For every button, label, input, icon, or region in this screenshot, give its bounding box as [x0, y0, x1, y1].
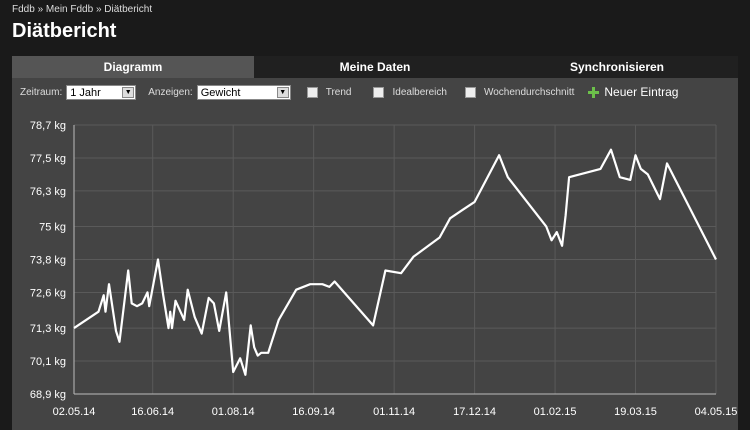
breadcrumb: Fddb » Mein Fddb » Diätbericht [12, 4, 152, 15]
breadcrumb-current: Diätbericht [104, 4, 153, 15]
y-tick-label: 75 kg [39, 222, 66, 234]
y-tick-label: 78,7 kg [30, 120, 66, 132]
y-tick-label: 68,9 kg [30, 389, 66, 401]
checkbox-box[interactable] [306, 86, 318, 98]
toolbar: Zeitraum: 1 Jahr ▼ Anzeigen: Gewicht ▼ T… [12, 78, 738, 106]
x-tick-label: 19.03.15 [614, 406, 657, 418]
new-entry-button[interactable]: Neuer Eintrag [588, 85, 678, 99]
zeitraum-select[interactable]: 1 Jahr ▼ [66, 84, 137, 100]
y-tick-label: 76,3 kg [30, 186, 66, 198]
tab-meine-daten[interactable]: Meine Daten [254, 56, 496, 78]
x-tick-label: 16.06.14 [131, 406, 174, 418]
plus-icon [588, 86, 600, 98]
wochendurchschnitt-checkbox[interactable]: Wochendurchschnitt [464, 86, 575, 98]
x-tick-label: 01.02.15 [534, 406, 577, 418]
idealbereich-checkbox[interactable]: Idealbereich [373, 86, 447, 98]
zeitraum-value: 1 Jahr [70, 86, 101, 99]
weight-series-line [73, 148, 717, 376]
y-tick-label: 73,8 kg [30, 255, 66, 267]
tab-synchronisieren[interactable]: Synchronisieren [496, 56, 738, 78]
new-entry-label: Neuer Eintrag [604, 85, 679, 99]
chart-panel: Zeitraum: 1 Jahr ▼ Anzeigen: Gewicht ▼ T… [12, 78, 738, 430]
chevron-down-icon[interactable]: ▼ [276, 86, 289, 98]
anzeigen-value: Gewicht [200, 86, 241, 99]
checkbox-box[interactable] [464, 86, 476, 98]
breadcrumb-fddb[interactable]: Fddb [12, 4, 35, 15]
y-tick-label: 71,3 kg [30, 323, 66, 335]
anzeigen-select[interactable]: Gewicht ▼ [196, 84, 291, 100]
y-tick-label: 77,5 kg [30, 153, 66, 165]
x-tick-label: 02.05.14 [53, 406, 96, 418]
page-title: Diätbericht [12, 20, 117, 42]
x-tick-label: 16.09.14 [292, 406, 335, 418]
y-tick-label: 72,6 kg [30, 287, 66, 299]
y-tick-label: 70,1 kg [30, 356, 66, 368]
zeitraum-label: Zeitraum: [20, 86, 63, 98]
breadcrumb-mein-fddb[interactable]: Mein Fddb [45, 4, 94, 15]
tab-diagramm[interactable]: Diagramm [12, 56, 254, 78]
x-tick-label: 04.05.15 [695, 406, 738, 418]
x-tick-label: 01.08.14 [212, 406, 255, 418]
wochendurchschnitt-label: Wochendurchschnitt [483, 86, 575, 98]
checkbox-box[interactable] [373, 86, 385, 98]
trend-label: Trend [325, 86, 352, 98]
breadcrumb-separator: » [37, 4, 44, 15]
chevron-down-icon[interactable]: ▼ [122, 86, 135, 98]
x-tick-label: 01.11.14 [373, 406, 415, 418]
idealbereich-label: Idealbereich [392, 86, 447, 98]
anzeigen-label: Anzeigen: [148, 86, 193, 98]
x-tick-label: 17.12.14 [453, 406, 496, 418]
breadcrumb-separator: » [95, 4, 102, 15]
trend-checkbox[interactable]: Trend [306, 86, 352, 98]
tab-bar: Diagramm Meine Daten Synchronisieren [12, 56, 738, 78]
